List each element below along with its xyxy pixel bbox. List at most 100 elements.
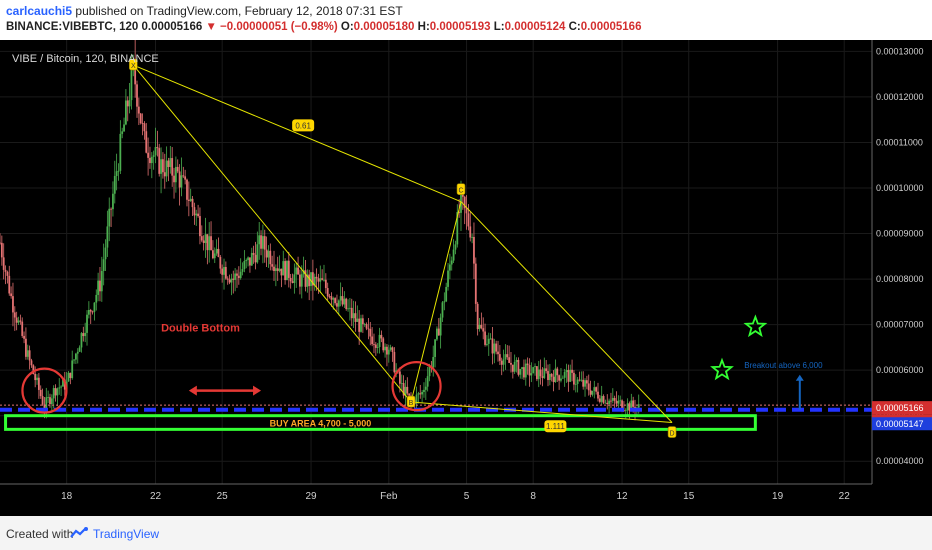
author-link[interactable]: carlcauchi5 [6,4,73,18]
candle-body [93,302,96,312]
candle-body [130,67,133,101]
candle-body [474,263,477,304]
candle-body [304,270,307,287]
candle-body [267,250,270,258]
candle-body [450,260,453,265]
candle-body [265,249,268,258]
candle-body [354,313,357,322]
candle-body [367,328,370,330]
candle-body [587,383,590,391]
candle-body [339,296,342,301]
candle-body [384,346,386,351]
y-tick-label: 0.00013000 [876,46,924,56]
candle-body [554,368,557,383]
candle-body [613,397,616,401]
candle-body [224,267,227,279]
chart-area[interactable]: BUY AREA 4,700 - 5,000 X B C D 0.61 1.111 Doubl… [0,40,932,516]
chart-header: carlcauchi5 published on TradingView.com… [0,0,932,40]
candle-body [223,267,225,275]
candle-body [110,208,112,210]
open-value: 0.00005180 [353,21,415,33]
candle-body [260,235,262,249]
ratio-label-bottom: 1.111 [546,422,565,431]
candle-body [82,333,85,337]
candle-body [163,172,166,177]
candle-body [84,332,87,337]
pivot-point-d [667,426,677,438]
candle-body [486,343,488,345]
candle-body [434,339,436,357]
candle-body [212,250,214,259]
candle-body [424,386,427,390]
candle-body [176,166,179,172]
ratio-label-top: 0.61 [295,121,311,130]
candle-body [561,377,564,379]
candle-body [606,402,609,405]
candle-body [511,364,514,372]
candle-body [86,314,88,333]
candle-body [291,281,294,283]
candle-body [202,240,205,243]
candle-body [289,277,292,282]
candle-body [69,372,72,379]
candle-body [508,357,511,363]
candle-body [550,373,553,377]
candle-body [256,244,259,263]
candle-body [567,370,570,382]
candle-body [204,234,207,243]
lower-price-badge [872,417,932,431]
candle-body [506,354,509,358]
x-tick-label: 22 [150,491,162,502]
candle-body [467,213,470,227]
candle-body [337,300,340,307]
candle-body [536,366,538,380]
candle-body [78,347,81,352]
candle-body [45,397,48,410]
candle-body [548,373,551,381]
candle-body [62,379,64,387]
candle-body [234,273,237,280]
candle-body [513,361,516,372]
tradingview-brand-link[interactable]: TradingView [93,527,160,541]
candle-body [604,402,607,404]
candle-body [632,400,635,407]
candle-body [389,347,392,350]
candle-body [463,196,466,209]
created-with-label: Created with [6,527,74,541]
symbol-label: BINANCE:VIBEBTC, 120 [6,21,139,33]
candle-body [415,394,418,404]
candle-body [576,379,579,384]
candle-body [221,268,224,275]
candle-body [471,236,474,238]
price-chart[interactable]: BUY AREA 4,700 - 5,000 X B C D 0.61 1.111 Doubl… [0,40,932,516]
candle-body [563,372,566,378]
candle-body [250,252,253,266]
candle-body [134,58,137,85]
candle-body [456,212,459,245]
publish-info: published on TradingView.com, February 1… [75,4,403,18]
candle-body [193,207,196,216]
candle-body [432,356,435,368]
candle-body [317,278,320,282]
candle-body [310,272,312,287]
candle-body [102,259,105,272]
candle-body [56,388,59,396]
low-label: L: [493,21,505,33]
double-arrow-left-head [188,385,197,396]
candle-body [452,249,455,261]
candle-body [421,391,424,395]
y-tick-label: 0.00004000 [876,456,924,466]
candle-body [589,390,592,395]
candle-body [484,331,486,345]
candle-body [448,264,451,271]
candle-body [321,278,324,280]
candle-body [158,148,161,174]
candle-body [128,100,131,107]
candle-body [595,387,598,392]
candle-body [247,257,249,261]
candle-body [447,270,449,287]
candle-body [274,268,277,272]
candle-body [341,296,344,305]
candle-body [89,309,92,312]
candle-body [293,274,296,283]
